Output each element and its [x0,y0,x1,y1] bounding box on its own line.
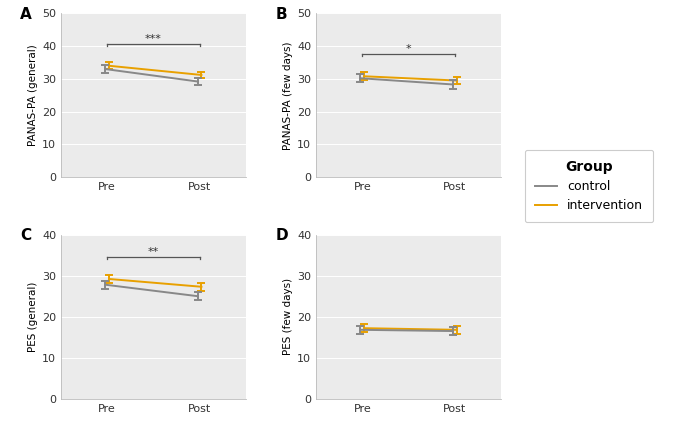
Text: *: * [406,44,412,54]
Y-axis label: PES (general): PES (general) [28,281,38,352]
Text: C: C [20,228,31,243]
Text: **: ** [148,247,159,256]
Text: ***: *** [145,34,162,44]
Y-axis label: PES (few days): PES (few days) [283,278,293,355]
Text: B: B [276,7,287,22]
Text: D: D [276,228,288,243]
Text: A: A [20,7,32,22]
Y-axis label: PANAS-PA (few days): PANAS-PA (few days) [283,41,293,150]
Y-axis label: PANAS-PA (general): PANAS-PA (general) [28,44,38,146]
Legend: control, intervention: control, intervention [525,150,653,222]
